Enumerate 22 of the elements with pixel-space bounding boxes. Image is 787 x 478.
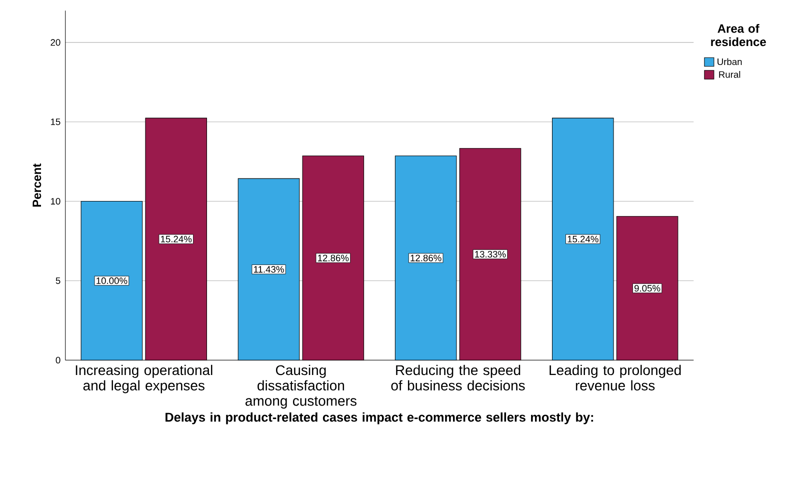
x-axis-title: Delays in product-related cases impact e-commerce sellers mostly by:: [166, 412, 594, 424]
data-label: 10.00%: [96, 278, 128, 284]
legend-title: Area of residence: [711, 24, 766, 46]
x-tick-label: Reducing the speed of business decisions: [391, 365, 525, 391]
y-tick-label: 5: [56, 278, 60, 284]
legend-label: Rural: [719, 71, 740, 78]
data-label: 9.05%: [634, 285, 660, 292]
y-axis-title: Percent: [32, 164, 42, 207]
data-label: 15.24%: [568, 236, 598, 243]
x-tick-label: Leading to prolonged revenue loss: [550, 365, 681, 391]
legend-label: Urban: [718, 58, 742, 66]
data-label: 15.24%: [160, 236, 192, 243]
y-tick-label: 15: [50, 118, 60, 126]
x-tick-label: Increasing operational and legal expenses: [76, 365, 212, 394]
x-tick-label: Causing dissatisfaction among customers: [246, 365, 356, 409]
y-tick-label: 20: [50, 39, 60, 46]
data-label: 12.86%: [318, 254, 349, 262]
data-label: 12.86%: [410, 254, 442, 262]
y-tick-label: 0: [56, 357, 60, 364]
y-tick-label: 10: [50, 198, 60, 205]
data-label: 11.43%: [254, 266, 284, 273]
data-label: 13.33%: [475, 251, 506, 258]
